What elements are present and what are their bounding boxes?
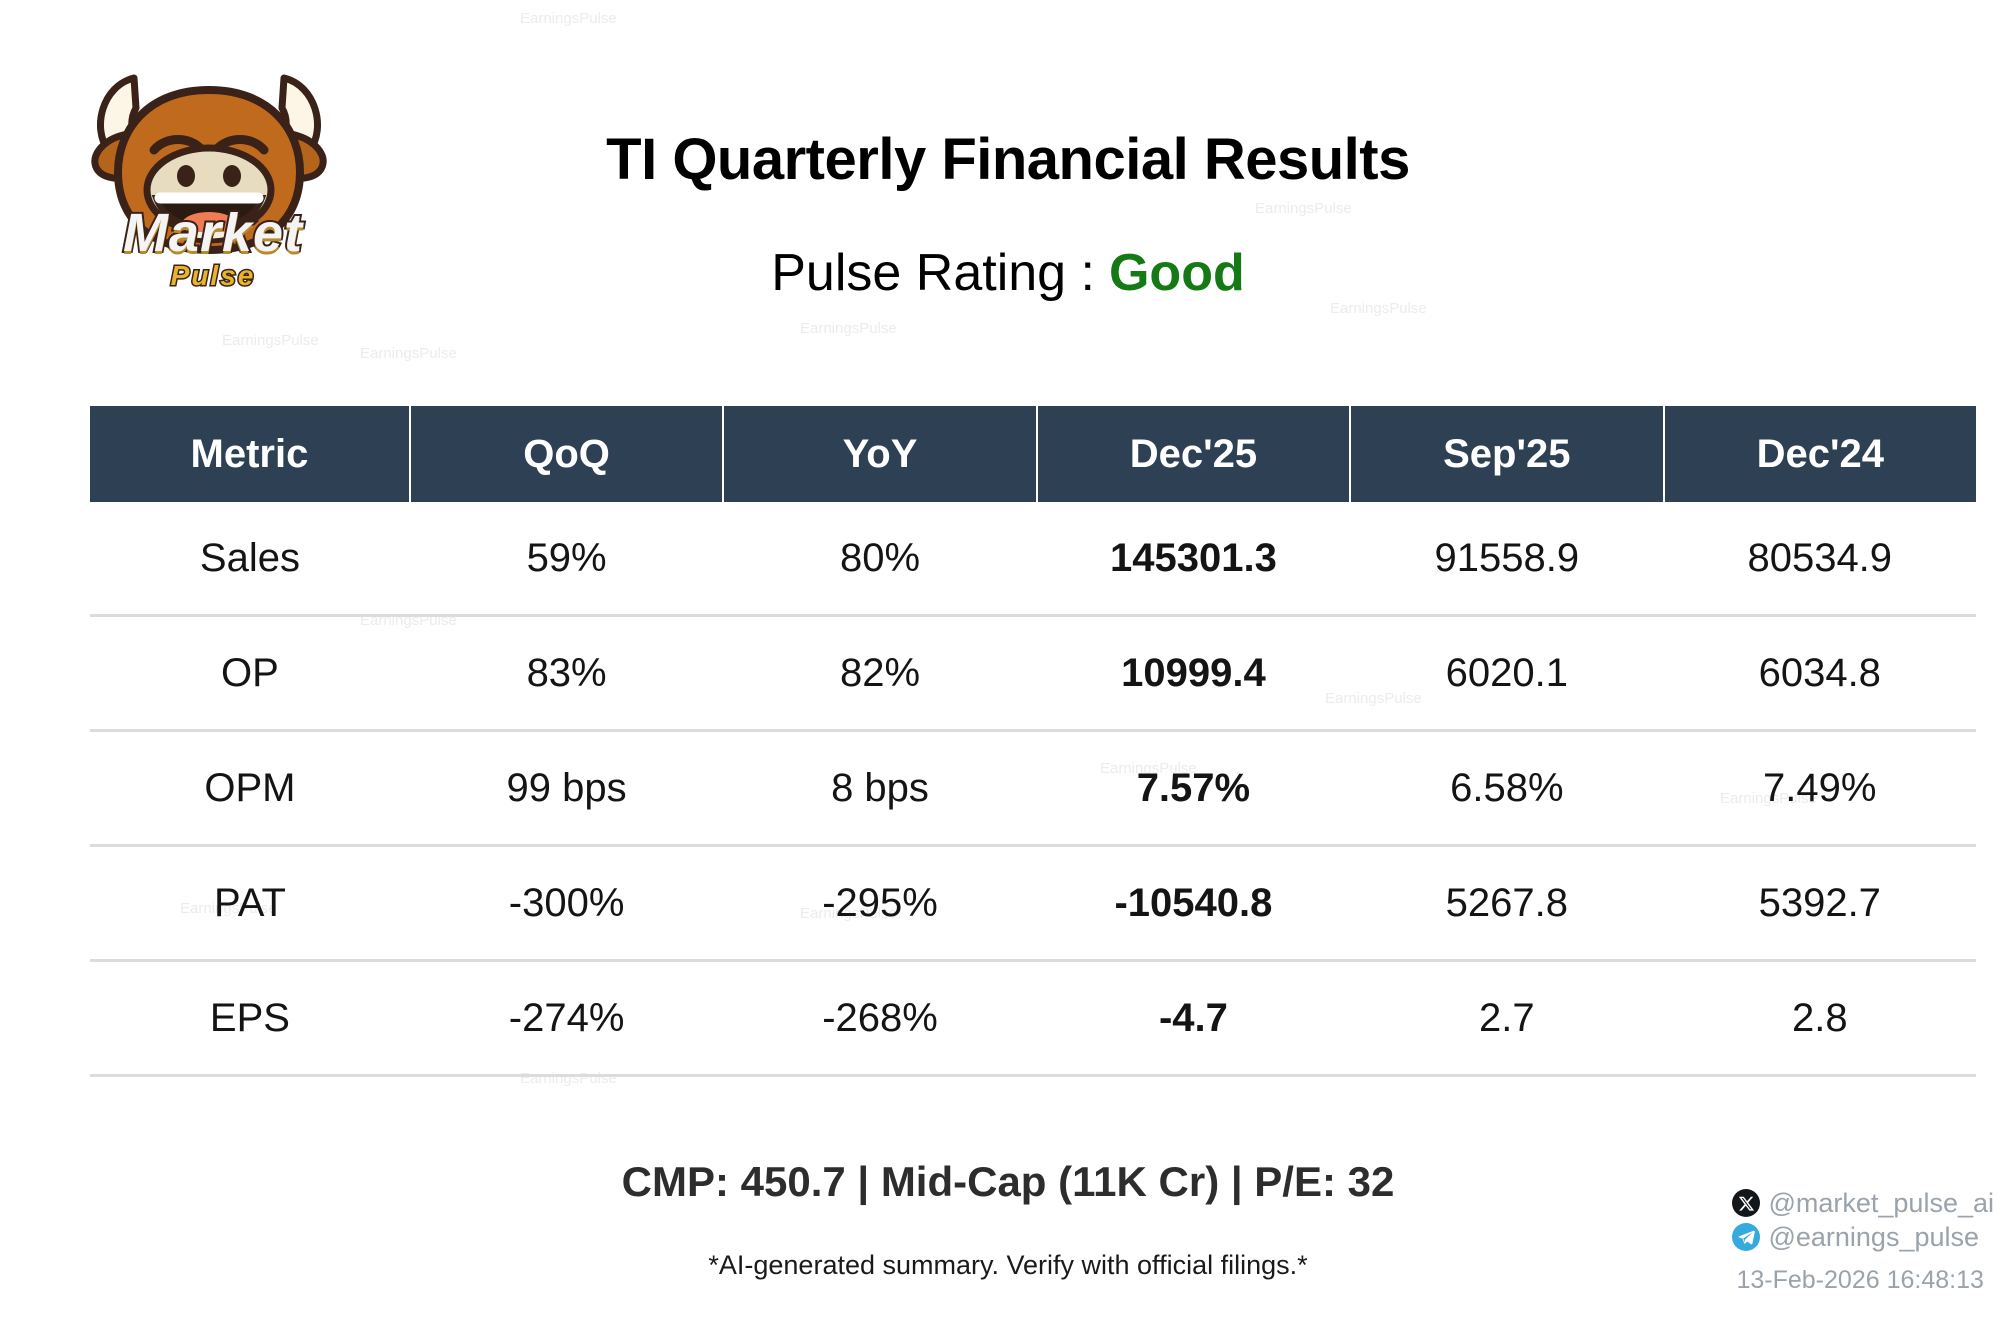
x-handle: @market_pulse_ai	[1768, 1187, 1994, 1218]
cell-previous-quarter: 2.7	[1350, 960, 1664, 1077]
col-header-yoy: YoY	[723, 406, 1038, 502]
watermark-text: EarningsPulse	[800, 320, 897, 337]
cmp-summary-line: CMP: 450.7 | Mid-Cap (11K Cr) | P/E: 32	[621, 1158, 1395, 1205]
social-handles: @market_pulse_ai @earnings_pulse 13-Feb-…	[1732, 1186, 1994, 1295]
col-header-dec24: Dec'24	[1663, 406, 1976, 502]
table-row: OPM 99 bps 8 bps 7.57% 6.58% 7.49%	[90, 730, 1976, 847]
table-row: EPS -274% -268% -4.7 2.7 2.8	[90, 960, 1976, 1077]
market-pulse-logo: Market Pulse	[74, 38, 344, 291]
watermark-text: EarningsPulse	[222, 332, 319, 349]
cell-yoy: 8 bps	[723, 730, 1037, 847]
pulse-rating-label: Pulse Rating :	[771, 244, 1095, 302]
table-body: Sales 59% 80% 145301.3 91558.9 80534.9 OP 83% 82…	[90, 502, 1976, 1077]
social-row-x[interactable]: @market_pulse_ai	[1732, 1186, 1994, 1220]
cell-year-ago-quarter: 80534.9	[1663, 502, 1976, 617]
telegram-handle: @earnings_pulse	[1768, 1221, 1980, 1252]
cell-qoq: 59%	[409, 502, 724, 617]
disclaimer-text: *AI-generated summary. Verify with offic…	[708, 1250, 1308, 1280]
cell-qoq: 99 bps	[409, 730, 724, 847]
cell-qoq: -274%	[409, 960, 724, 1077]
cell-year-ago-quarter: 6034.8	[1663, 615, 1976, 732]
logo-wordmark-market: Market	[121, 203, 304, 263]
cell-yoy: 80%	[723, 502, 1037, 617]
cell-current-quarter: -10540.8	[1036, 845, 1351, 962]
watermark-text: EarningsPulse	[1255, 200, 1352, 217]
cell-qoq: 83%	[409, 615, 724, 732]
col-header-dec25: Dec'25	[1036, 406, 1352, 502]
watermark-text: EarningsPulse	[360, 345, 457, 362]
cell-previous-quarter: 5267.8	[1350, 845, 1664, 962]
pulse-rating-value: Good	[1108, 244, 1245, 302]
col-header-metric: Metric	[90, 406, 411, 502]
cell-metric: PAT	[90, 845, 410, 962]
table-row: OP 83% 82% 10999.4 6020.1 6034.8	[90, 615, 1976, 732]
cell-previous-quarter: 91558.9	[1350, 502, 1664, 617]
cell-current-quarter: 10999.4	[1036, 615, 1351, 732]
cell-current-quarter: 145301.3	[1036, 502, 1351, 617]
watermark-text: EarningsPulse	[520, 10, 617, 27]
pulse-rating-line: Pulse Rating : Good	[0, 243, 2016, 303]
financial-results-table: Metric QoQ YoY Dec'25 Sep'25 Dec'24 Sale…	[90, 406, 1976, 1077]
table-header: Metric QoQ YoY Dec'25 Sep'25 Dec'24	[90, 406, 1976, 502]
cell-metric: EPS	[90, 960, 410, 1077]
cell-yoy: -295%	[723, 845, 1037, 962]
cell-previous-quarter: 6020.1	[1350, 615, 1664, 732]
cell-metric: OPM	[90, 730, 410, 847]
cell-current-quarter: 7.57%	[1036, 730, 1351, 847]
x-twitter-icon	[1732, 1189, 1761, 1217]
cell-current-quarter: -4.7	[1036, 960, 1351, 1077]
cell-metric: Sales	[90, 502, 410, 617]
cell-year-ago-quarter: 5392.7	[1663, 845, 1976, 962]
cell-yoy: 82%	[723, 615, 1037, 732]
logo-wordmark-pulse: Pulse	[169, 260, 256, 291]
generated-timestamp: 13-Feb-2026 16:48:13	[1736, 1266, 1984, 1294]
bull-mascot-icon	[91, 74, 327, 255]
table-row: PAT -300% -295% -10540.8 5267.8 5392.7	[90, 845, 1976, 962]
col-header-sep25: Sep'25	[1350, 406, 1665, 502]
cell-year-ago-quarter: 2.8	[1663, 960, 1976, 1077]
col-header-qoq: QoQ	[409, 406, 725, 502]
page-title: TI Quarterly Financial Results	[606, 127, 1410, 192]
financial-results-table-wrap: Metric QoQ YoY Dec'25 Sep'25 Dec'24 Sale…	[90, 406, 1976, 1077]
social-row-telegram[interactable]: @earnings_pulse	[1732, 1220, 1994, 1254]
cell-metric: OP	[90, 615, 410, 732]
cell-year-ago-quarter: 7.49%	[1663, 730, 1976, 847]
cell-yoy: -268%	[723, 960, 1037, 1077]
cell-qoq: -300%	[409, 845, 724, 962]
table-header-row: Metric QoQ YoY Dec'25 Sep'25 Dec'24	[90, 406, 1976, 502]
cell-previous-quarter: 6.58%	[1350, 730, 1664, 847]
table-row: Sales 59% 80% 145301.3 91558.9 80534.9	[90, 502, 1976, 617]
telegram-icon	[1732, 1223, 1761, 1251]
